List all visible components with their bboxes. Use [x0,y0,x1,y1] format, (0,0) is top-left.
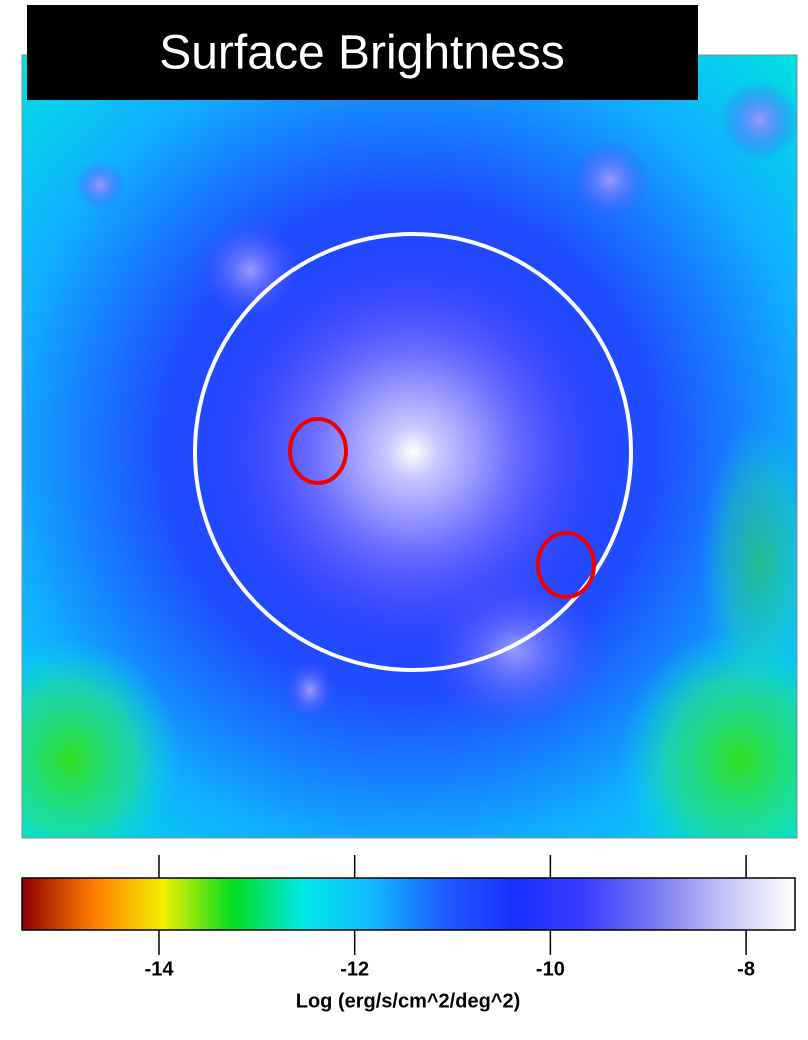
tick-label: -14 [145,958,175,980]
colorbar-scale [22,878,795,930]
colorbar: -14 -12 -10 -8 [22,855,795,980]
tick-label: -12 [340,958,369,980]
figure: Surface Brightness -14 -12 -10 -8 Log (erg/… [0,0,808,1040]
tick-label: -10 [536,958,565,980]
map-image [0,55,808,890]
colorbar-label: Log (erg/s/cm^2/deg^2) [296,990,521,1012]
tick-label: -8 [737,958,755,980]
chart-title: Surface Brightness [159,27,565,80]
